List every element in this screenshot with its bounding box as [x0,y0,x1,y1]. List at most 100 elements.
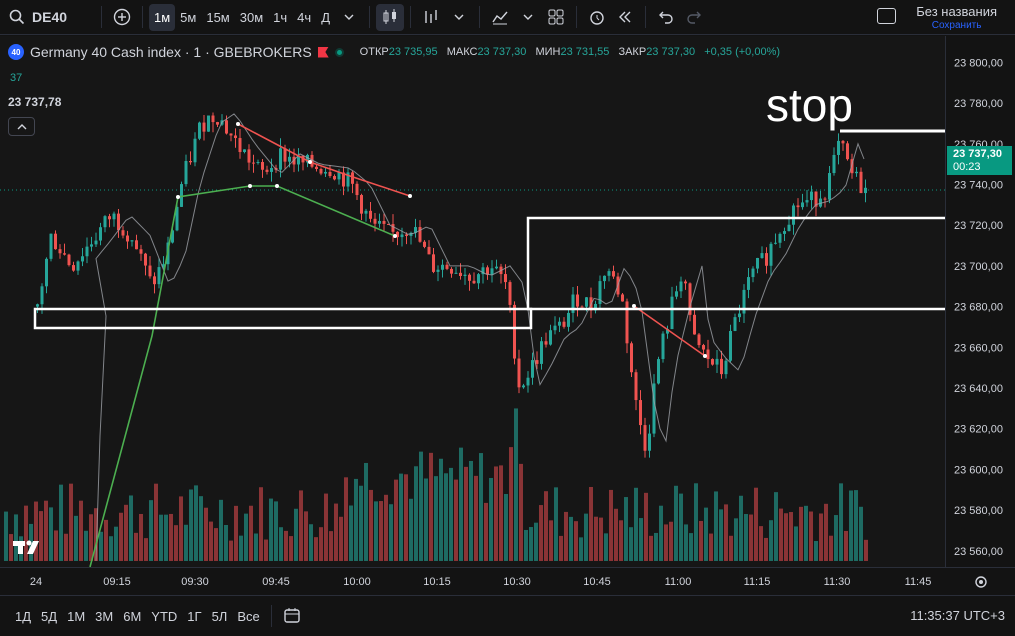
price-axis[interactable]: 23 800,00 23 780,00 23 760,00 23 740,00 23 7… [945,36,1015,567]
stop-annotation[interactable]: stop [766,79,853,131]
trend-point[interactable] [393,234,397,238]
candle-body [810,191,813,201]
volume-bar [564,511,568,561]
candle-body [216,122,219,125]
trend-line-red[interactable] [237,123,411,197]
add-symbol-button[interactable] [108,4,136,31]
candle-body [418,227,422,242]
symbol-search[interactable]: DE40 [0,8,95,26]
goto-date-button[interactable] [278,606,308,627]
candle-body [45,258,48,287]
interval-4h[interactable]: 4ч [297,9,312,25]
collapse-legend-button[interactable] [8,117,35,136]
trend-point[interactable] [248,184,252,188]
trend-point[interactable] [703,354,707,358]
candle-body [157,267,161,285]
layout-icon[interactable] [877,8,896,24]
candle-body [643,425,647,451]
candle-body [792,205,795,225]
candle-body [549,330,552,345]
volume-bar [824,503,828,561]
compare-button[interactable] [486,4,514,31]
zone-rectangle-left[interactable] [33,307,533,330]
candle-body [639,400,642,426]
trend-point[interactable] [308,160,312,164]
interval-1d[interactable]: Д [321,9,330,25]
indicators-button[interactable] [417,4,445,31]
trend-point[interactable] [275,184,279,188]
candle-body [598,281,602,304]
interval-5m[interactable]: 5м [180,9,197,25]
range-3m[interactable]: 3М [95,608,114,624]
candle-body [432,254,435,272]
candle-body [459,272,462,277]
volume-bar [604,533,608,561]
utc-clock[interactable]: 11:35:37 UTC+3 [910,608,1005,623]
volume-bar [9,534,13,561]
indicators-dropdown[interactable] [514,4,542,31]
chart-canvas[interactable]: stop [0,36,945,567]
range-all[interactable]: Все [237,608,260,624]
volume-bar [339,516,343,561]
volume-bar [809,511,813,561]
candle-body [531,360,534,378]
candle-body [621,294,624,302]
trend-line-red-2[interactable] [633,305,706,357]
range-5d[interactable]: 5Д [41,608,58,624]
undo-button[interactable] [652,4,680,31]
interval-15m[interactable]: 15м [206,9,230,25]
candle-body [67,254,71,266]
range-ytd[interactable]: YTD [151,608,178,624]
time-axis[interactable]: 24 09:15 09:30 09:45 10:00 10:15 10:30 10:45 11:… [0,567,1015,594]
interval-1m[interactable]: 1м [149,3,176,31]
range-6m[interactable]: 6М [123,608,142,624]
candle-body [81,256,84,262]
volume-bar [379,501,383,561]
tradingview-logo[interactable] [13,538,43,561]
trend-point[interactable] [632,304,636,308]
price-tick-label: 23 620,00 [954,424,1003,436]
bottom-toolbar: 1Д 5Д 1М 3М 6М YTD 1Г 5Л Все 11:35:37 UT… [0,595,1015,636]
chart-type-dropdown[interactable] [445,4,473,31]
trend-point[interactable] [408,194,412,198]
flag-icon[interactable] [317,46,329,58]
range-5y[interactable]: 5Л [211,608,228,624]
volume-bar [284,530,288,561]
candle-body [85,246,89,257]
candle-body [36,304,39,307]
volume-bar [544,491,548,561]
alert-button[interactable] [583,4,611,31]
market-status-icon[interactable] [334,47,344,57]
settings-gear-icon[interactable] [973,574,989,590]
layout-name-button[interactable]: Без названия Сохранить [916,4,997,31]
candle-body [463,274,467,277]
chart-pane[interactable]: stop 40 Germany 40 Cash index · 1 · GBEB… [0,36,945,567]
rewind-icon [619,11,631,23]
volume-bar [569,516,573,561]
price-tick-label: 23 740,00 [954,179,1003,191]
redo-button[interactable] [680,4,708,31]
volume-bar [739,495,743,561]
volume-bar [279,527,283,561]
candle-body [94,240,98,245]
candle-body [567,312,570,327]
candle-body [823,198,827,200]
replay-button[interactable] [611,4,639,31]
templates-button[interactable] [542,4,570,31]
trend-point[interactable] [176,195,180,199]
candles-style-button[interactable] [376,3,404,31]
volume-bar [419,451,423,561]
interval-1h[interactable]: 1ч [273,9,288,25]
range-1d[interactable]: 1Д [15,608,32,624]
trend-point[interactable] [236,122,240,126]
intervals-dropdown-button[interactable] [335,4,363,31]
series-title[interactable]: Germany 40 Cash index · 1 · GBEBROKERS [30,44,312,60]
interval-30m[interactable]: 30м [239,9,264,25]
range-1y[interactable]: 1Г [187,608,202,624]
trend-line-green[interactable] [89,185,396,567]
candle-body [778,233,782,243]
volume-bar [779,508,783,561]
zone-rectangle-right[interactable] [526,216,945,311]
range-1m[interactable]: 1М [67,608,86,624]
candle-body [747,277,750,290]
